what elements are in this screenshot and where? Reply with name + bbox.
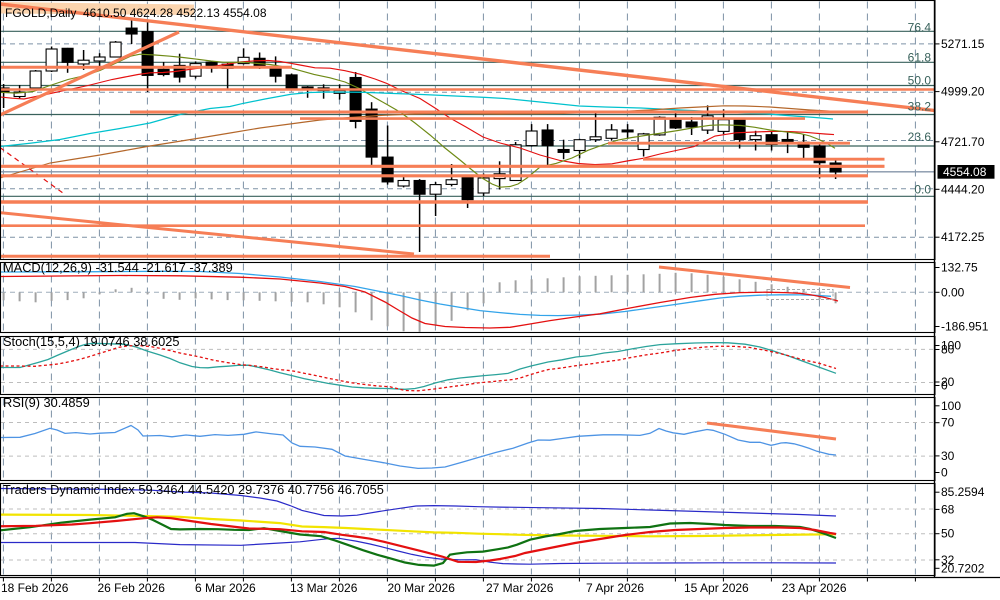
svg-text:50.0: 50.0 (908, 74, 932, 88)
svg-text:50: 50 (941, 527, 955, 541)
svg-text:85.2594: 85.2594 (941, 485, 985, 499)
svg-text:68: 68 (941, 502, 955, 516)
svg-text:0: 0 (941, 379, 948, 393)
svg-text:23 Apr 2026: 23 Apr 2026 (782, 581, 847, 595)
svg-text:Traders Dynamic Index 59.3464: Traders Dynamic Index 59.3464 44.5420 29… (3, 482, 384, 497)
svg-text:18 Feb 2026: 18 Feb 2026 (1, 581, 69, 595)
svg-text:100: 100 (941, 339, 961, 353)
svg-text:4999.20: 4999.20 (941, 85, 985, 99)
svg-text:26 Feb 2026: 26 Feb 2026 (98, 581, 166, 595)
svg-text:132.75: 132.75 (941, 261, 978, 275)
svg-text:61.8: 61.8 (908, 51, 932, 65)
svg-text:5271.15: 5271.15 (941, 37, 985, 51)
svg-text:0: 0 (941, 466, 948, 480)
svg-text:30: 30 (941, 449, 955, 463)
svg-text:FGOLD,Daily 4610.50 4624.28 4: FGOLD,Daily 4610.50 4624.28 4522.13 4554… (5, 6, 267, 20)
svg-text:4444.20: 4444.20 (941, 182, 985, 196)
svg-text:27 Mar 2026: 27 Mar 2026 (486, 581, 554, 595)
svg-text:0.00: 0.00 (941, 285, 965, 299)
svg-text:Stoch(15,5,4) 19.0746 38.6025: Stoch(15,5,4) 19.0746 38.6025 (3, 334, 179, 349)
svg-text:4721.70: 4721.70 (941, 135, 985, 149)
svg-text:13 Mar 2026: 13 Mar 2026 (290, 581, 358, 595)
svg-text:6 Mar 2026: 6 Mar 2026 (195, 581, 256, 595)
svg-text:0.0: 0.0 (914, 182, 931, 196)
svg-text:32: 32 (941, 553, 955, 567)
svg-text:76.4: 76.4 (908, 21, 932, 35)
svg-text:100: 100 (941, 399, 961, 413)
svg-text:20: 20 (941, 375, 955, 389)
svg-text:4554.08: 4554.08 (943, 165, 987, 179)
svg-text:38.2: 38.2 (908, 100, 932, 114)
svg-text:20 Mar 2026: 20 Mar 2026 (388, 581, 456, 595)
svg-text:20.7202: 20.7202 (941, 561, 985, 575)
svg-text:-186.951: -186.951 (941, 320, 989, 334)
svg-text:MACD(12,26,9) -31.544 -21.617: MACD(12,26,9) -31.544 -21.617 -37.389 (3, 260, 233, 275)
svg-text:70: 70 (941, 416, 955, 430)
svg-text:4172.25: 4172.25 (941, 230, 985, 244)
svg-text:23.6: 23.6 (908, 130, 932, 144)
svg-text:RSI(9) 30.4859: RSI(9) 30.4859 (3, 395, 90, 410)
svg-text:7 Apr 2026: 7 Apr 2026 (586, 581, 644, 595)
svg-text:15 Apr 2026: 15 Apr 2026 (684, 581, 749, 595)
svg-text:80: 80 (941, 343, 955, 357)
